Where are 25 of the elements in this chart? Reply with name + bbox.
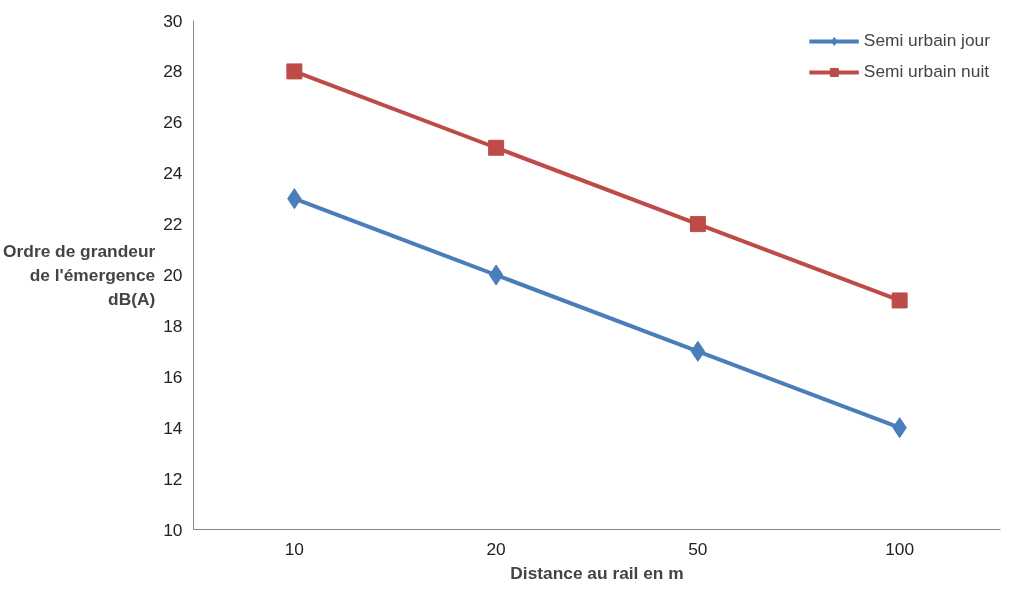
y-tick-label: 18 [163,315,183,336]
x-axis-title: Distance au rail en m [510,562,684,583]
y-tick-label: 16 [163,366,183,387]
point [286,63,303,80]
y-tick-label: 14 [163,417,183,438]
point [488,139,505,156]
y-tick-label: 12 [163,468,183,489]
y-tick-label: 30 [163,10,183,31]
x-tick-label: 100 [885,538,915,559]
y-tick-label: 24 [163,163,183,184]
legend-label: Semi urbain nuit [863,61,990,82]
point [689,216,706,233]
x-tick-label: 20 [486,538,506,559]
x-tick-label: 10 [284,538,305,559]
y-tick-label: 26 [163,112,183,133]
y-tick-label: 20 [163,265,183,285]
y-tick-label: 22 [163,214,183,235]
y-axis-title: Ordre de grandeur de l'émergence dB(A) [3,241,156,309]
point [488,264,504,286]
y-tick-label: 28 [163,61,183,82]
legend-label: Semi urbain jour [863,30,990,51]
y-tick-label: 10 [163,519,183,540]
x-tick-label: 50 [688,538,708,559]
point [891,292,908,309]
point [690,340,706,362]
